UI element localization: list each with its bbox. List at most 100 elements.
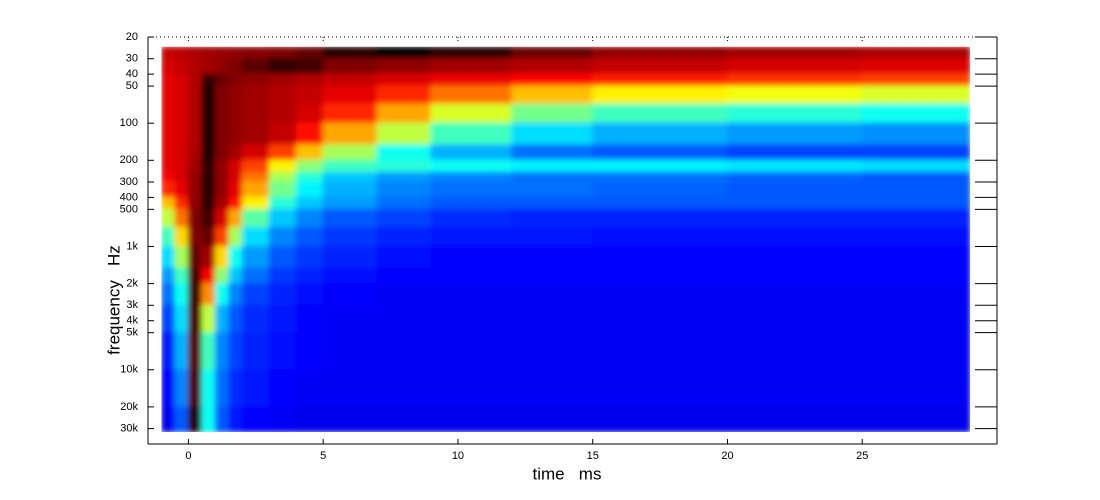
heatmap-cell — [161, 103, 176, 124]
heatmap-cell — [726, 122, 863, 146]
heatmap-cell — [511, 46, 594, 60]
heatmap-cell — [295, 144, 324, 161]
heatmap-cell — [228, 73, 243, 87]
heatmap-cell — [174, 46, 189, 60]
heatmap-cell — [187, 181, 203, 198]
heatmap-cell — [241, 73, 270, 87]
heatmap-cell — [241, 406, 270, 433]
heatmap-cell — [511, 208, 594, 228]
heatmap-cell — [376, 159, 432, 173]
heatmap-cell — [726, 406, 863, 433]
heatmap-cell — [726, 103, 863, 124]
heatmap-cell — [295, 283, 324, 306]
heatmap-cell — [187, 283, 203, 306]
heatmap-cell — [511, 144, 594, 161]
heatmap-cell — [228, 58, 243, 75]
heatmap-cell — [268, 208, 297, 228]
heatmap-cell — [174, 283, 189, 306]
heatmap-cell — [376, 245, 432, 269]
heatmap-cell — [592, 245, 728, 269]
heatmap-cell — [268, 46, 297, 60]
heatmap-cell — [726, 171, 863, 183]
heatmap-cell — [214, 58, 230, 75]
heatmap-cell — [861, 73, 971, 87]
heatmap-cell — [861, 332, 971, 371]
heatmap-cell — [511, 332, 594, 371]
heatmap-cell — [174, 332, 189, 371]
heatmap-cell — [592, 196, 728, 210]
heatmap-cell — [376, 208, 432, 228]
heatmap-cell — [201, 46, 216, 60]
heatmap-cell — [228, 85, 243, 105]
heatmap-cell — [187, 171, 203, 183]
heatmap-cell — [430, 103, 513, 124]
heatmap-cell — [511, 369, 594, 408]
heatmap-cell — [214, 196, 230, 210]
heatmap-cell — [295, 122, 324, 146]
heatmap-cell — [241, 181, 270, 198]
heatmap-cell — [241, 369, 270, 408]
heatmap-cell — [201, 159, 216, 173]
heatmap-cell — [201, 226, 216, 247]
heatmap-cell — [214, 267, 230, 285]
heatmap-cell — [376, 304, 432, 334]
heatmap-cell — [187, 122, 203, 146]
heatmap-cell — [376, 181, 432, 198]
heatmap-cell — [228, 245, 243, 269]
heatmap-cell — [174, 144, 189, 161]
heatmap-cell — [376, 144, 432, 161]
heatmap-cell — [861, 46, 971, 60]
heatmap-cell — [592, 181, 728, 198]
heatmap-cell — [201, 304, 216, 334]
heatmap-cell — [376, 103, 432, 124]
x-tick-label: 0 — [185, 450, 191, 462]
heatmap-cell — [187, 304, 203, 334]
heatmap-cell — [161, 73, 176, 87]
heatmap-cell — [430, 406, 513, 433]
heatmap-cell — [241, 196, 270, 210]
heatmap-cell — [430, 267, 513, 285]
y-tick-label: 4k — [126, 315, 138, 327]
y-tick-label: 300 — [120, 176, 138, 188]
heatmap-cell — [430, 85, 513, 105]
heatmap-cell — [228, 103, 243, 124]
heatmap-cell — [228, 122, 243, 146]
heatmap-cell — [187, 144, 203, 161]
heatmap-cell — [161, 159, 176, 173]
heatmap-cell — [187, 245, 203, 269]
heatmap-cell — [322, 122, 378, 146]
heatmap-cell — [187, 58, 203, 75]
heatmap-cell — [241, 58, 270, 75]
heatmap-cell — [228, 159, 243, 173]
heatmap-cell — [228, 171, 243, 183]
heatmap-cell — [214, 73, 230, 87]
y-tick-label: 20 — [126, 31, 138, 43]
y-tick-label: 10k — [120, 364, 138, 376]
heatmap-cell — [726, 46, 863, 60]
heatmap-cell — [376, 267, 432, 285]
heatmap-cell — [322, 73, 378, 87]
heatmap-cell — [241, 122, 270, 146]
heatmap-cell — [430, 171, 513, 183]
heatmap-cell — [187, 73, 203, 87]
heatmap-cell — [861, 369, 971, 408]
heatmap-cell — [430, 46, 513, 60]
heatmap-cell — [430, 304, 513, 334]
heatmap-cell — [214, 245, 230, 269]
heatmap-cell — [861, 245, 971, 269]
heatmap-cell — [322, 406, 378, 433]
heatmap-cell — [322, 46, 378, 60]
heatmap-cell — [228, 144, 243, 161]
heatmap-cell — [726, 58, 863, 75]
y-tick-label: 1k — [126, 240, 138, 252]
heatmap-cell — [201, 208, 216, 228]
heatmap-cell — [861, 226, 971, 247]
heatmap-cell — [861, 181, 971, 198]
heatmap-cell — [726, 267, 863, 285]
heatmap-cell — [861, 58, 971, 75]
heatmap-cell — [174, 208, 189, 228]
heatmap-cell — [214, 159, 230, 173]
heatmap-cell — [592, 304, 728, 334]
